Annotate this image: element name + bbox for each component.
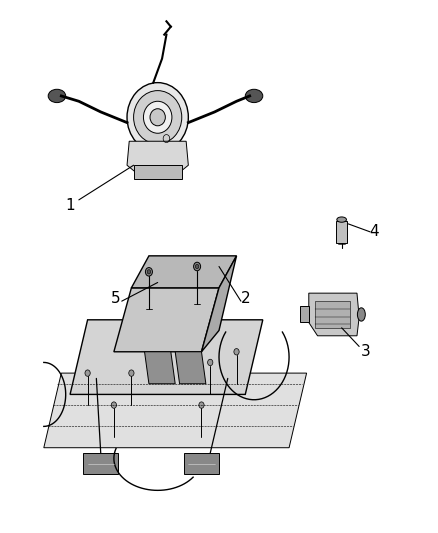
Text: 5: 5	[111, 291, 121, 306]
Text: 1: 1	[65, 198, 75, 213]
Polygon shape	[70, 320, 263, 394]
Ellipse shape	[208, 359, 213, 366]
Bar	[83, 453, 118, 474]
Text: 2: 2	[240, 291, 250, 306]
Polygon shape	[201, 256, 237, 352]
Ellipse shape	[48, 89, 66, 102]
Polygon shape	[131, 256, 237, 288]
Polygon shape	[114, 288, 219, 352]
Ellipse shape	[150, 109, 166, 126]
Polygon shape	[127, 141, 188, 176]
Bar	[184, 453, 219, 474]
Polygon shape	[300, 306, 309, 322]
Ellipse shape	[194, 262, 201, 271]
Ellipse shape	[357, 308, 365, 321]
Ellipse shape	[111, 402, 117, 408]
Ellipse shape	[195, 264, 199, 269]
Ellipse shape	[147, 270, 151, 274]
Polygon shape	[44, 373, 307, 448]
Text: 4: 4	[370, 224, 379, 239]
Polygon shape	[175, 352, 206, 384]
Ellipse shape	[127, 83, 188, 152]
Bar	[315, 301, 350, 328]
Polygon shape	[309, 293, 359, 336]
Ellipse shape	[134, 91, 182, 144]
Bar	[336, 221, 347, 243]
Ellipse shape	[234, 349, 239, 355]
Ellipse shape	[199, 402, 204, 408]
Polygon shape	[145, 352, 175, 384]
Ellipse shape	[145, 268, 152, 276]
Ellipse shape	[143, 101, 172, 133]
Ellipse shape	[85, 370, 90, 376]
Ellipse shape	[337, 217, 346, 222]
Ellipse shape	[129, 370, 134, 376]
Bar	[134, 165, 182, 179]
Text: 3: 3	[361, 344, 371, 359]
Ellipse shape	[245, 89, 263, 102]
